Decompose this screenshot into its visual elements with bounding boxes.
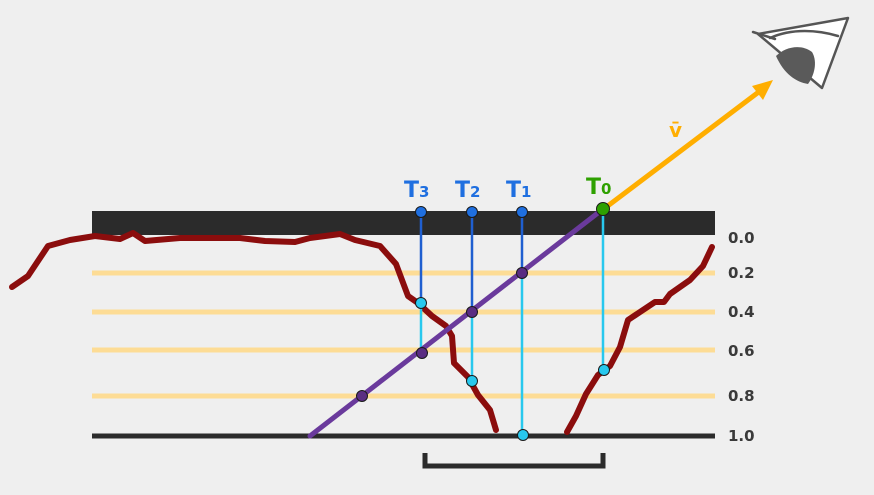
t2-top-point — [466, 206, 478, 218]
height-sample-t1 — [517, 429, 529, 441]
depth-label-0.0: 0.0 — [728, 229, 755, 247]
depth-labels: 0.0 0.2 0.4 0.6 0.8 1.0 — [728, 229, 755, 445]
ray-point-0.4 — [466, 306, 478, 318]
height-profile — [9, 230, 715, 435]
depth-label-0.8: 0.8 — [728, 387, 755, 405]
bracket — [422, 453, 606, 469]
ray-point-0.8 — [356, 390, 368, 402]
view-vector-arrow — [602, 80, 773, 211]
height-profile-left — [9, 230, 499, 433]
probe-lines — [419, 212, 605, 435]
t1-top-point — [516, 206, 528, 218]
height-sample-t3 — [415, 297, 427, 309]
height-profile-right — [564, 244, 715, 435]
view-vector-shaft — [602, 88, 763, 211]
t3-label: T3 — [404, 178, 429, 203]
depth-label-0.6: 0.6 — [728, 342, 755, 360]
view-ray — [307, 206, 606, 439]
depth-label-1.0: 1.0 — [728, 427, 755, 445]
ray-point-0.2 — [516, 267, 528, 279]
t3-top-point — [415, 206, 427, 218]
eye-icon — [751, 16, 850, 90]
view-vector-head — [752, 80, 773, 100]
height-sample-t2 — [466, 375, 478, 387]
depth-label-0.4: 0.4 — [728, 303, 755, 321]
height-sample-t0 — [598, 364, 610, 376]
t0-top-point — [596, 202, 610, 216]
depth-label-0.2: 0.2 — [728, 264, 755, 282]
depth-guides — [92, 270, 715, 399]
sample-points — [356, 202, 610, 441]
surface-bar — [92, 211, 715, 235]
t0-label: T0 — [586, 175, 611, 200]
t1-label: T1 — [506, 178, 531, 203]
view-vector-label: v̄ — [669, 118, 682, 142]
t2-label: T2 — [455, 178, 480, 203]
ray-point-0.6 — [416, 347, 428, 359]
